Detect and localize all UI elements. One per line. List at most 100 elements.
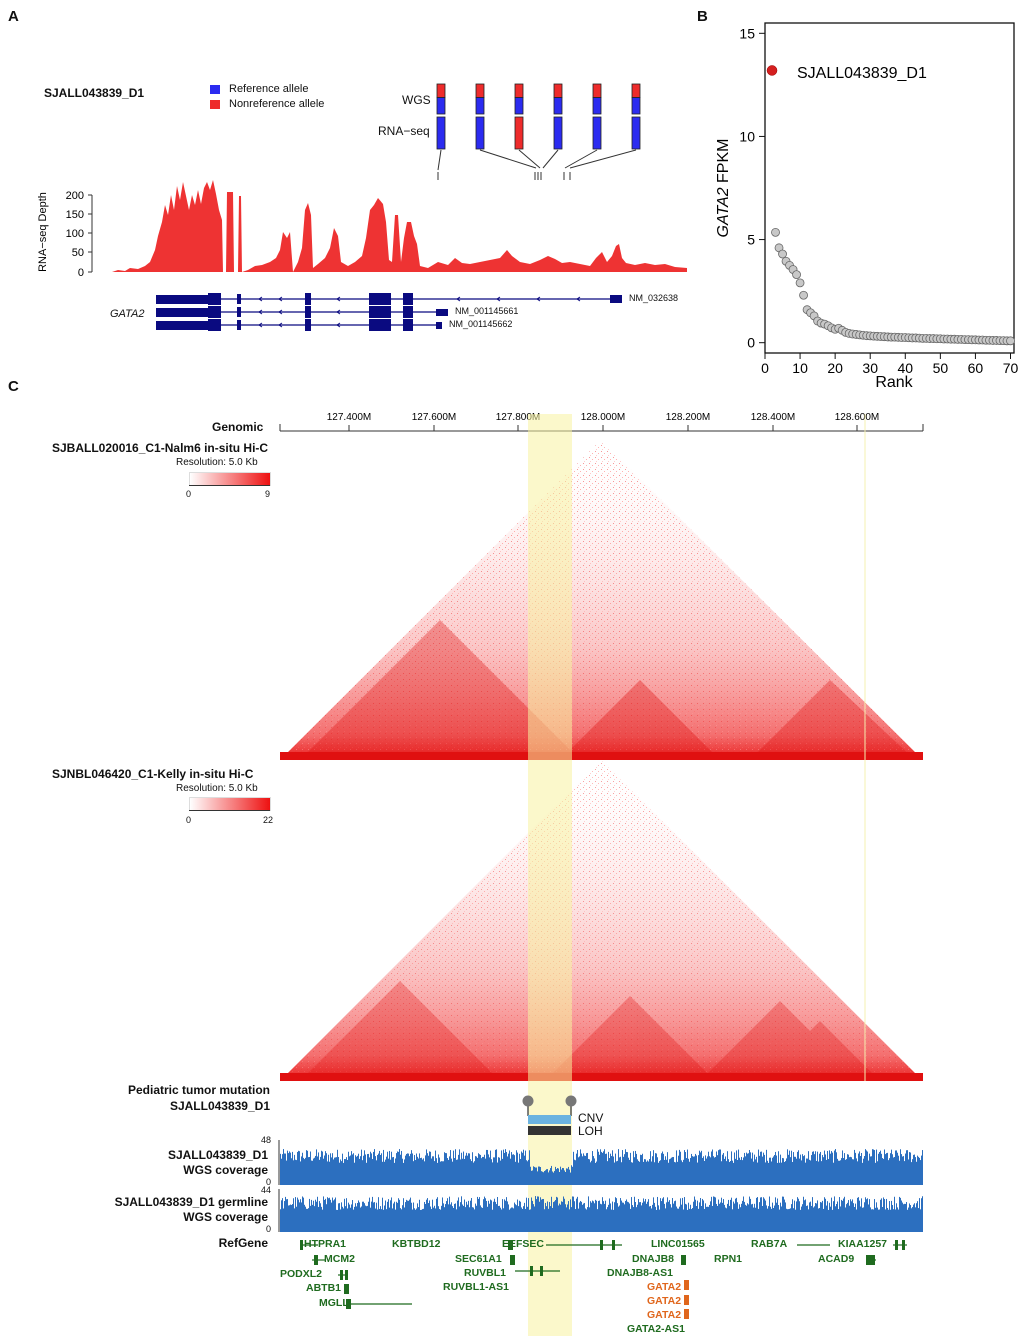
coverage-bar <box>589 1159 590 1185</box>
hic2-colorbar-max: 22 <box>263 815 274 825</box>
coverage-bar <box>651 1208 652 1232</box>
coverage-bar <box>460 1202 461 1232</box>
coverage-bar <box>312 1204 313 1232</box>
coverage-bar <box>389 1207 390 1232</box>
coverage-bar <box>886 1153 887 1185</box>
coverage-bar <box>918 1208 919 1232</box>
coverage-bar <box>820 1151 821 1185</box>
coverage-bar <box>824 1150 825 1185</box>
coverage-bar <box>449 1156 450 1185</box>
coverage-bar <box>285 1153 286 1185</box>
coverage-bar <box>594 1158 595 1185</box>
coverage-bar <box>778 1151 779 1185</box>
coverage-bar <box>358 1200 359 1232</box>
coverage-bar <box>732 1160 733 1185</box>
panel-a-sample-title: SJALL043839_D1 <box>44 86 145 100</box>
gene-label: RPN1 <box>714 1253 743 1265</box>
coverage-bar <box>350 1155 351 1185</box>
coverage-bar <box>449 1196 450 1232</box>
gene-label: GATA2-AS1 <box>627 1323 685 1335</box>
coverage-bar <box>450 1150 451 1185</box>
coverage-bar <box>514 1155 515 1185</box>
coverage-bar <box>288 1153 289 1185</box>
coverage-bar <box>289 1151 290 1185</box>
coverage-bar <box>461 1196 462 1232</box>
coverage-bar <box>655 1153 656 1185</box>
coverage-bar <box>375 1208 376 1232</box>
coverage-bar <box>821 1161 822 1185</box>
coverage-bar <box>887 1207 888 1232</box>
coverage-bar <box>912 1207 913 1232</box>
coverage-bar <box>688 1158 689 1185</box>
coverage-bar <box>545 1202 546 1232</box>
coverage-bar <box>682 1162 683 1185</box>
coverage-bar <box>623 1156 624 1185</box>
coverage-bar <box>436 1158 437 1185</box>
coverage-bar <box>898 1209 899 1232</box>
coverage-bar <box>734 1152 735 1185</box>
coverage-bar <box>579 1156 580 1185</box>
coverage-bar <box>866 1150 867 1185</box>
coverage-bar <box>420 1209 421 1232</box>
coverage-bar <box>664 1203 665 1232</box>
coverage-bar <box>579 1202 580 1232</box>
coverage-bar <box>713 1156 714 1185</box>
coverage-bar <box>874 1150 875 1185</box>
coverage-bar <box>462 1158 463 1185</box>
coverage-bar <box>702 1157 703 1185</box>
coverage-bar <box>563 1196 564 1232</box>
coverage-bar <box>590 1201 591 1232</box>
coverage-bar <box>671 1157 672 1185</box>
coverage-bar <box>827 1150 828 1185</box>
gene-label: GATA2 <box>647 1309 682 1321</box>
coverage-bar <box>674 1161 675 1185</box>
coverage-bar <box>562 1167 563 1185</box>
coverage-bar <box>694 1156 695 1185</box>
snp-connectors <box>437 149 637 180</box>
coverage-bar <box>463 1205 464 1232</box>
coverage-bar <box>553 1172 554 1185</box>
coverage-bar <box>324 1155 325 1185</box>
coverage-bar <box>585 1155 586 1185</box>
coverage-bar <box>311 1199 312 1232</box>
coverage-bar <box>687 1209 688 1232</box>
coverage-bar <box>662 1198 663 1232</box>
coverage-bar <box>911 1162 912 1185</box>
coverage-bar <box>455 1203 456 1232</box>
coverage-bar <box>720 1149 721 1185</box>
coverage-bar <box>818 1208 819 1232</box>
coverage-bar <box>406 1153 407 1185</box>
coverage-bar <box>900 1149 901 1185</box>
coverage-bar <box>447 1198 448 1232</box>
coverage-bar <box>429 1151 430 1185</box>
data-point <box>792 270 801 280</box>
coverage-bar <box>807 1158 808 1185</box>
coverage-bar <box>769 1196 770 1232</box>
coverage-bar <box>627 1152 628 1185</box>
coverage-bar <box>741 1156 742 1185</box>
coverage-bar <box>401 1209 402 1232</box>
coverage-bar <box>519 1200 520 1232</box>
coverage-bar <box>637 1159 638 1185</box>
coverage-bar <box>352 1154 353 1185</box>
coverage-bar <box>438 1206 439 1232</box>
coverage-bar <box>551 1165 552 1185</box>
coverage-bar <box>896 1150 897 1185</box>
coverage-bar <box>295 1159 296 1185</box>
snp-connector <box>542 149 559 169</box>
coverage-bar <box>699 1150 700 1185</box>
coverage-bar <box>624 1204 625 1232</box>
coverage-bar <box>810 1160 811 1185</box>
coverage-bar <box>742 1160 743 1185</box>
coverage-bar <box>614 1202 615 1232</box>
coverage-bar <box>286 1199 287 1232</box>
coverage-bar <box>340 1159 341 1185</box>
coverage-bar <box>310 1151 311 1185</box>
coverage-bar <box>673 1203 674 1232</box>
coverage-bar <box>289 1205 290 1232</box>
coverage-bar <box>499 1157 500 1185</box>
coverage-bar <box>547 1169 548 1185</box>
coverage-bar <box>288 1205 289 1232</box>
coverage-bar <box>857 1161 858 1185</box>
coverage-bar <box>719 1203 720 1232</box>
